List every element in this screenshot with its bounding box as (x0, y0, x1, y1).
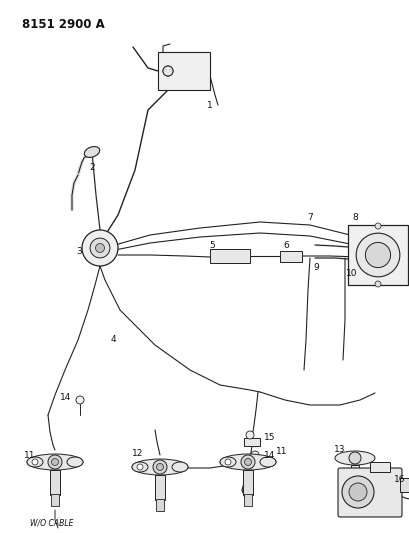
Circle shape (137, 464, 143, 470)
Circle shape (240, 455, 254, 469)
Text: 4: 4 (110, 335, 115, 344)
Bar (350, 465, 358, 483)
Text: 2: 2 (89, 164, 94, 173)
Circle shape (163, 66, 173, 76)
Circle shape (95, 244, 104, 253)
Bar (399, 478, 409, 492)
Text: 14: 14 (60, 393, 72, 402)
Text: 14: 14 (264, 450, 275, 459)
Ellipse shape (84, 147, 99, 157)
Text: 11: 11 (276, 448, 287, 456)
Bar (243, 470, 252, 495)
Bar (155, 475, 164, 500)
Ellipse shape (132, 462, 148, 472)
Ellipse shape (27, 454, 83, 470)
Circle shape (76, 396, 84, 404)
Circle shape (165, 69, 170, 74)
Bar (157, 52, 209, 90)
Ellipse shape (334, 451, 374, 465)
Circle shape (350, 478, 358, 486)
Circle shape (341, 476, 373, 508)
Circle shape (355, 233, 399, 277)
Text: 5: 5 (209, 241, 214, 251)
Circle shape (82, 230, 118, 266)
Bar (50, 470, 60, 495)
Circle shape (348, 452, 360, 464)
Text: 9: 9 (312, 263, 318, 272)
Bar (279, 251, 301, 262)
Bar (369, 462, 389, 472)
Text: 11: 11 (24, 450, 36, 459)
Circle shape (225, 459, 230, 465)
Circle shape (90, 238, 110, 258)
Bar (209, 249, 249, 263)
Text: 10: 10 (346, 269, 357, 278)
Circle shape (52, 458, 58, 465)
Text: 12: 12 (132, 449, 143, 458)
Text: 1: 1 (207, 101, 212, 109)
Bar (347, 225, 407, 285)
Ellipse shape (259, 457, 275, 467)
Bar (243, 438, 259, 446)
Text: 8151 2900 A: 8151 2900 A (22, 18, 104, 31)
Circle shape (48, 455, 62, 469)
Text: 13: 13 (333, 446, 345, 455)
Text: 8: 8 (351, 214, 357, 222)
Text: 7: 7 (306, 214, 312, 222)
Circle shape (348, 483, 366, 501)
Ellipse shape (172, 462, 188, 472)
Circle shape (364, 243, 390, 268)
Circle shape (374, 281, 380, 287)
Ellipse shape (132, 459, 188, 475)
Circle shape (163, 66, 173, 76)
Ellipse shape (220, 454, 275, 470)
Circle shape (153, 460, 166, 474)
Text: 15: 15 (264, 433, 275, 442)
Text: 3: 3 (76, 247, 82, 256)
Text: 16: 16 (393, 475, 405, 484)
Bar (155, 499, 164, 511)
Ellipse shape (220, 457, 236, 467)
Text: W/O CABLE: W/O CABLE (30, 519, 74, 528)
Ellipse shape (27, 457, 43, 467)
Text: 6: 6 (283, 241, 288, 251)
Circle shape (244, 458, 251, 465)
Circle shape (156, 464, 163, 471)
Circle shape (32, 459, 38, 465)
Circle shape (250, 451, 258, 459)
FancyBboxPatch shape (337, 468, 401, 517)
Bar (51, 494, 59, 506)
Ellipse shape (67, 457, 83, 467)
Bar (243, 494, 252, 506)
Circle shape (374, 223, 380, 229)
Circle shape (245, 431, 254, 439)
